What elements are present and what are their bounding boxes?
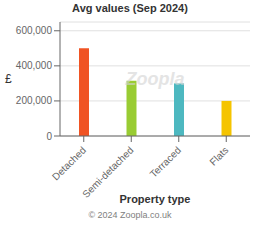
html-text:Avg values (Sep 2024): Avg values (Sep 2024) <box>72 2 188 14</box>
svg-text:200,000: 200,000 <box>16 95 53 106</box>
svg-text:£: £ <box>8 72 12 86</box>
svg-text:600,000: 600,000 <box>16 25 53 36</box>
html-text:© 2024 Zoopla.co.uk: © 2024 Zoopla.co.uk <box>88 210 172 220</box>
svg-text:Detached: Detached <box>50 144 88 182</box>
svg-text:Property type: Property type <box>120 193 191 205</box>
svg-text:Terraced: Terraced <box>148 144 183 179</box>
html-text:Zoopla: Zoopla <box>125 68 185 89</box>
svg-text:Semi-detached: Semi-detached <box>80 144 135 199</box>
svg-text:400,000: 400,000 <box>16 60 53 71</box>
svg-text:Flats: Flats <box>207 144 230 167</box>
svg-text:0: 0 <box>46 131 52 142</box>
